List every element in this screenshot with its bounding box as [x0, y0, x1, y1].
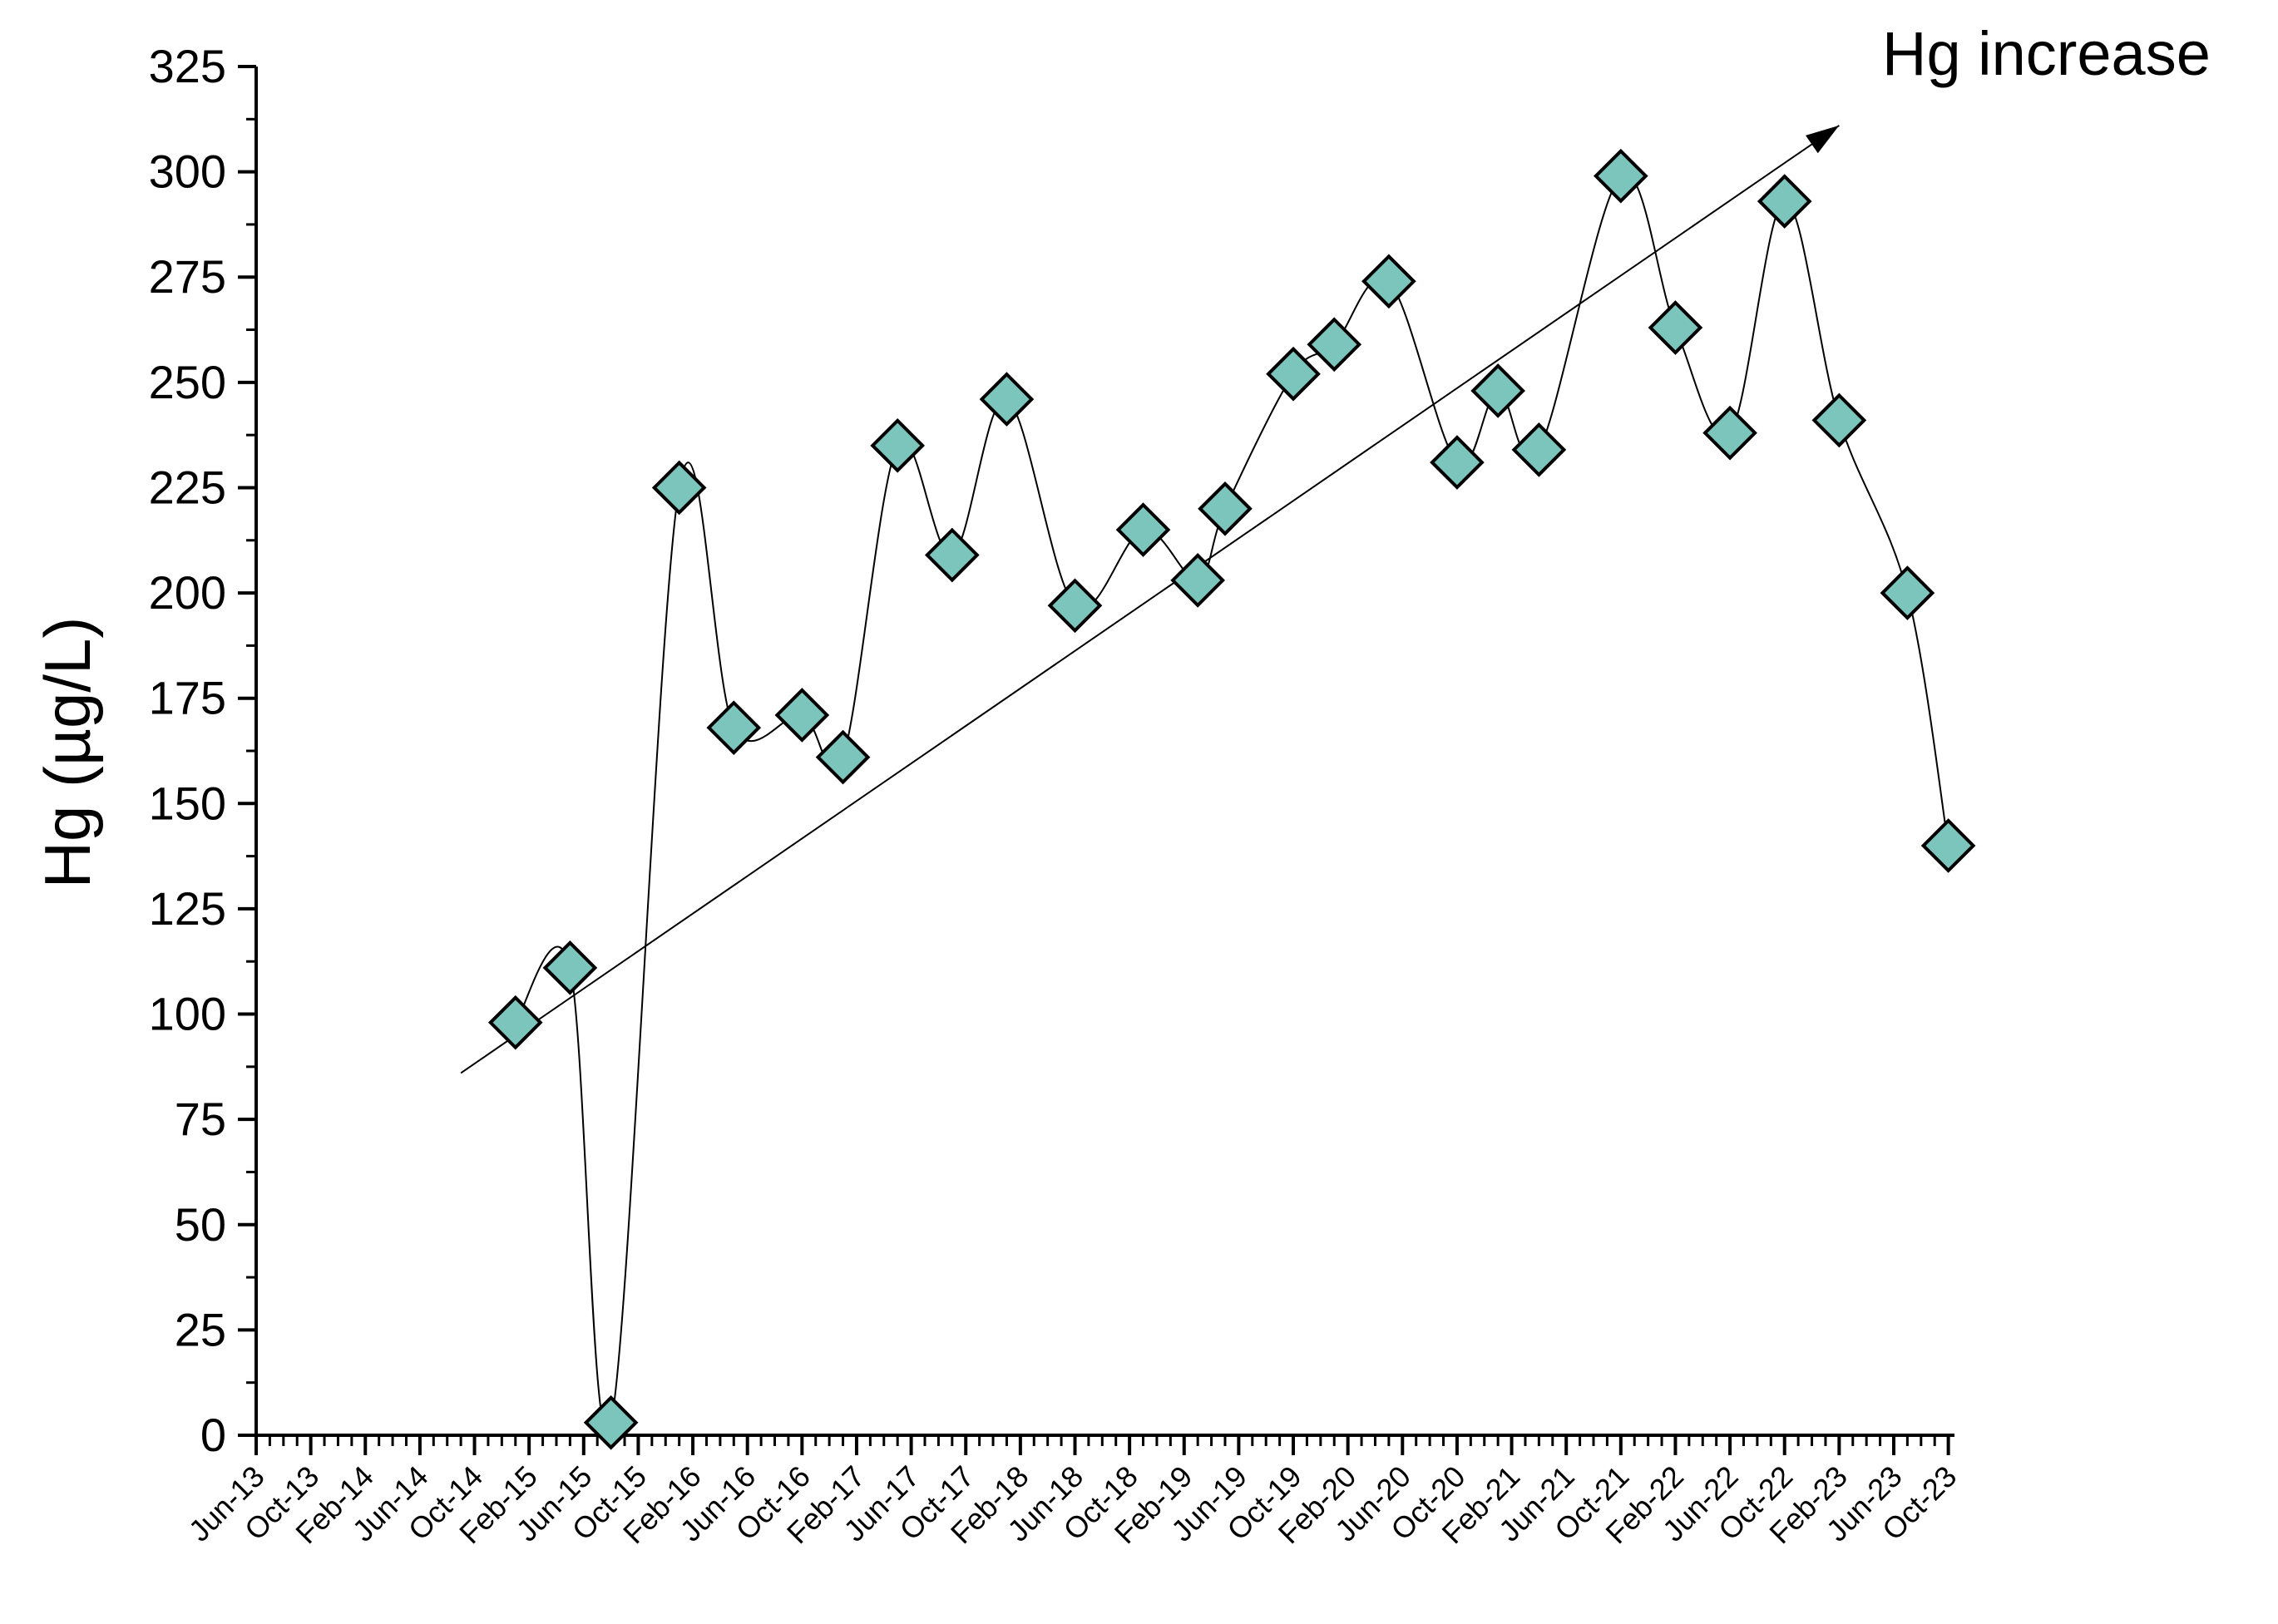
data-point	[542, 940, 598, 995]
data-point	[924, 527, 980, 583]
y-tick-label: 75	[175, 1093, 226, 1145]
y-tick-label: 225	[149, 461, 226, 513]
data-point	[487, 995, 543, 1050]
trendline-arrowhead	[1806, 125, 1840, 154]
data-point	[651, 460, 707, 516]
trendline	[460, 125, 1840, 1074]
data-point	[1170, 553, 1225, 608]
data-point	[1047, 578, 1103, 634]
y-axis-title: Hg (µg/L)	[31, 617, 104, 889]
data-point	[979, 372, 1035, 427]
data-point	[1702, 405, 1757, 461]
data-point	[1430, 435, 1485, 490]
data-point	[1757, 174, 1812, 229]
data-point	[1307, 317, 1362, 373]
data-point	[706, 700, 762, 755]
series-line	[514, 173, 1949, 1433]
data-point	[1198, 481, 1253, 536]
axes: 0255075100125150175200225250275300325Jun…	[149, 40, 1964, 1550]
y-tick-label: 325	[149, 40, 226, 92]
y-tick-label: 150	[149, 777, 226, 829]
data-point	[1511, 422, 1567, 477]
data-point	[1593, 148, 1648, 204]
y-tick-label: 50	[175, 1198, 226, 1251]
data-point	[1811, 392, 1867, 448]
y-tick-label: 250	[149, 356, 226, 408]
data-point	[1266, 346, 1321, 402]
y-tick-label: 100	[149, 988, 226, 1040]
data-point	[1648, 300, 1703, 355]
data-point	[1920, 818, 1976, 873]
data-point	[1115, 502, 1171, 557]
data-point	[1880, 565, 1935, 620]
y-tick-label: 300	[149, 146, 226, 198]
y-tick-label: 200	[149, 566, 226, 619]
y-tick-label: 275	[149, 250, 226, 303]
data-point	[583, 1394, 639, 1450]
annotation-hg-increase: Hg increase	[1882, 19, 2211, 88]
y-tick-label: 175	[149, 672, 226, 724]
marker-layer	[487, 148, 1976, 1450]
series-layer	[514, 173, 1949, 1433]
y-tick-label: 125	[149, 882, 226, 935]
trend-layer	[460, 125, 1840, 1074]
y-tick-label: 0	[200, 1409, 226, 1461]
data-point	[815, 729, 871, 785]
y-tick-label: 25	[175, 1303, 226, 1355]
data-point	[774, 688, 830, 743]
data-point	[1361, 254, 1416, 309]
data-point	[1470, 363, 1525, 418]
data-point	[870, 417, 926, 473]
